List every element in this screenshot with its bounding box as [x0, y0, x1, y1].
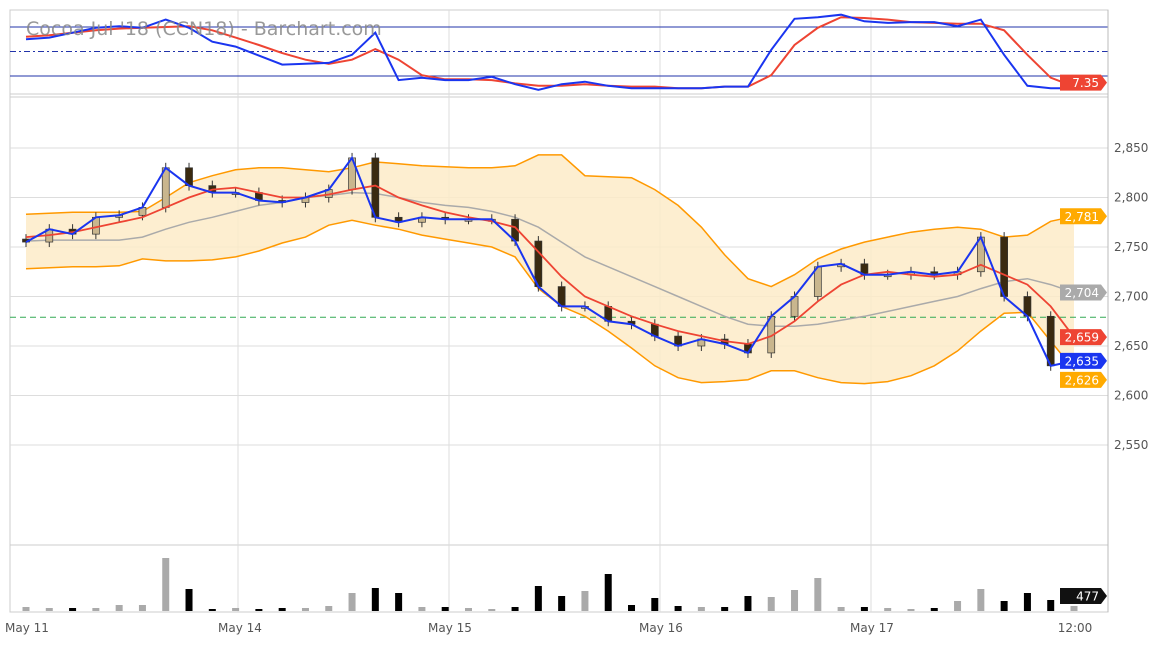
stochastic-value-badge: 7.35	[1072, 76, 1099, 90]
volume-bar	[558, 596, 566, 611]
volume-bar	[1023, 593, 1031, 611]
time-tick-label: May 11	[5, 621, 49, 635]
volume-bar	[162, 558, 170, 611]
volume-bar	[930, 608, 938, 611]
volume-bar	[721, 607, 729, 611]
volume-bar	[255, 609, 263, 611]
volume-bar	[604, 574, 612, 611]
volume-bar	[767, 597, 775, 611]
volume-bar	[814, 578, 822, 611]
time-tick-label: 12:00	[1058, 621, 1093, 635]
axes: 2,850 2,800 2,750 2,700 2,650 2,600 2,550 May 1…	[5, 10, 1148, 635]
volume-bar	[651, 598, 659, 611]
volume-value-badge: 477	[1076, 590, 1099, 604]
volume-bar	[628, 605, 636, 611]
volume-bar	[581, 591, 589, 611]
volume-bar	[860, 607, 868, 611]
bollinger-middle-line	[25, 191, 1075, 327]
price-tick-label: 2,650	[1114, 339, 1148, 353]
volume-bar	[697, 607, 705, 611]
volume-bar	[395, 593, 403, 611]
volume-bar	[791, 590, 799, 611]
upper-band-value-badge-shape	[1060, 208, 1107, 225]
volume-bar	[418, 607, 426, 611]
volume-bar	[907, 609, 915, 611]
volume-bar	[69, 608, 77, 611]
volume-bar	[1000, 601, 1008, 611]
volume-bar	[977, 589, 985, 611]
bollinger-band-fill	[26, 154, 1074, 384]
volume-bar	[488, 609, 496, 611]
volume-bar	[138, 605, 146, 611]
volume-bar	[837, 607, 845, 611]
time-tick-label: May 17	[850, 621, 894, 635]
volume-bar	[208, 609, 216, 611]
time-tick-label: May 14	[218, 621, 262, 635]
upper-band-value-badge: 2,781	[1065, 210, 1099, 224]
volume-bar	[954, 601, 962, 611]
chart-title: Cocoa Jul '18 (CCN18) - Barchart.com	[26, 18, 382, 40]
close-line	[25, 155, 1075, 367]
middle-band-value-badge-shape	[1060, 284, 1107, 301]
volume-value-badge-shape	[1060, 588, 1107, 604]
volume-bar	[348, 593, 356, 611]
volume-bar	[278, 608, 286, 611]
volume-bar	[1070, 605, 1078, 611]
bollinger-upper-line	[25, 154, 1075, 288]
stochastic-d-line	[25, 16, 1075, 90]
volume-bar	[22, 607, 30, 611]
price-tick-label: 2,700	[1114, 290, 1148, 304]
volume-bar	[115, 605, 123, 611]
price-tick-label: 2,800	[1114, 191, 1148, 205]
volume-panel	[22, 558, 1078, 611]
moving-average-value-badge: 2,659	[1065, 331, 1099, 345]
price-panel	[10, 152, 1108, 385]
middle-band-value-badge: 2,704	[1065, 286, 1099, 300]
volume-bar	[884, 608, 892, 611]
candle	[1000, 236, 1008, 297]
price-tick-label: 2,750	[1114, 240, 1148, 254]
close-value-badge-shape	[1060, 352, 1107, 369]
volume-bar	[185, 589, 193, 611]
volume-bar	[325, 606, 333, 611]
volume-bar	[464, 608, 472, 611]
volume-bar	[301, 608, 309, 611]
volume-bar	[674, 606, 682, 611]
volume-bar	[232, 608, 240, 611]
stochastic-panel	[10, 13, 1108, 91]
time-tick-label: May 15	[428, 621, 472, 635]
price-tick-label: 2,850	[1114, 141, 1148, 155]
lower-band-value-badge: 2,626	[1065, 373, 1099, 387]
stochastic-value-badge-shape	[1060, 74, 1107, 91]
time-tick-label: May 16	[639, 621, 683, 635]
lower-band-value-badge-shape	[1060, 371, 1107, 388]
price-tick-label: 2,550	[1114, 438, 1148, 452]
stochastic-k-line	[25, 13, 1074, 91]
price-tick-label: 2,600	[1114, 389, 1148, 403]
moving-average-value-badge-shape	[1060, 329, 1107, 346]
volume-bar	[1047, 600, 1055, 611]
close-value-badge: 2,635	[1065, 354, 1099, 368]
volume-bar	[534, 586, 542, 611]
volume-bar	[744, 596, 752, 611]
volume-bar	[511, 607, 519, 611]
volume-bar	[45, 608, 53, 611]
volume-bar	[371, 588, 379, 611]
volume-bar	[441, 607, 449, 611]
volume-bar	[92, 608, 100, 611]
